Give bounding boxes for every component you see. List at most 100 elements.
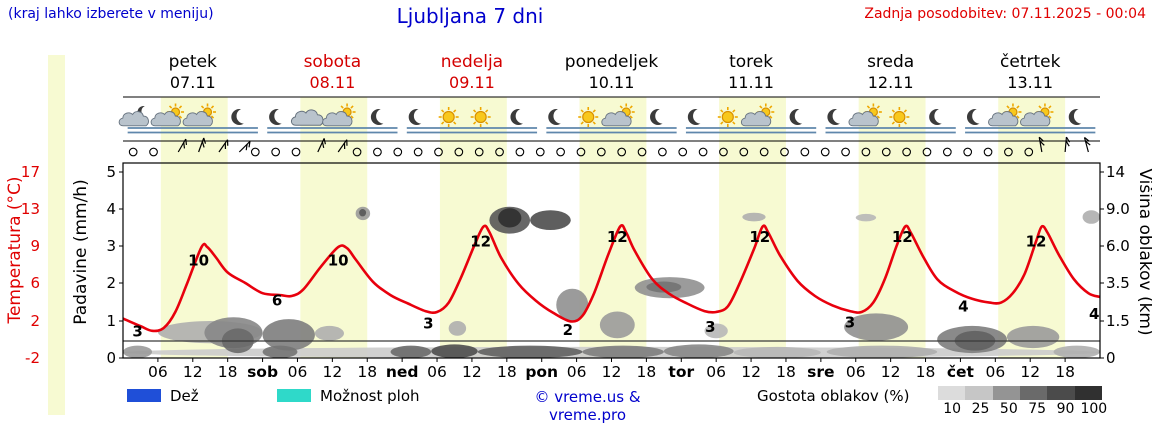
chart-root: 31061031221231231241245432101713962-2149… (5, 52, 1152, 415)
showers-legend-label: Možnost ploh (320, 387, 420, 405)
svg-text:06: 06 (985, 363, 1005, 381)
svg-text:11.11: 11.11 (728, 73, 774, 92)
svg-text:10: 10 (188, 251, 209, 269)
svg-text:08.11: 08.11 (309, 73, 355, 92)
svg-text:petek: petek (169, 52, 217, 72)
showers-legend-swatch (277, 389, 311, 402)
svg-text:12: 12 (1026, 233, 1047, 251)
svg-text:13.11: 13.11 (1007, 73, 1053, 92)
svg-text:18: 18 (357, 363, 377, 381)
svg-text:14: 14 (1106, 163, 1125, 181)
svg-text:tor: tor (668, 363, 694, 381)
credit-link[interactable]: © vreme.us & vreme.pro (534, 388, 641, 424)
svg-text:sre: sre (807, 363, 834, 381)
svg-text:18: 18 (1055, 363, 1075, 381)
cloud-density-ticks: 10 25 50 75 90 100 (943, 401, 1108, 417)
svg-text:12.11: 12.11 (868, 73, 914, 92)
svg-text:4: 4 (1089, 305, 1099, 323)
svg-text:Višina oblakov (km): Višina oblakov (km) (1135, 168, 1152, 335)
svg-text:18: 18 (637, 363, 657, 381)
location-hint: (kraj lahko izberete v meniju) (8, 6, 214, 22)
svg-text:06: 06 (427, 363, 447, 381)
rain-legend-label: Dež (170, 387, 199, 405)
svg-text:nedelja: nedelja (441, 52, 503, 72)
svg-text:6: 6 (272, 292, 282, 310)
last-updated: Zadnja posodobitev: 07.11.2025 - 00:04 (864, 6, 1146, 22)
svg-text:12: 12 (470, 233, 491, 251)
svg-text:pon: pon (525, 363, 558, 381)
svg-text:čet: čet (947, 363, 975, 381)
svg-text:18: 18 (776, 363, 796, 381)
svg-text:13: 13 (21, 200, 40, 218)
svg-text:0: 0 (1106, 349, 1116, 367)
svg-text:12: 12 (892, 228, 913, 246)
temperature-curve (123, 223, 1100, 333)
svg-text:10: 10 (328, 251, 349, 269)
svg-text:Padavine (mm/h): Padavine (mm/h) (71, 179, 91, 324)
svg-text:ned: ned (386, 363, 419, 381)
svg-text:sob: sob (247, 363, 278, 381)
svg-text:09.11: 09.11 (449, 73, 495, 92)
weather-icons (118, 103, 1090, 127)
svg-text:07.11: 07.11 (170, 73, 216, 92)
axis-ticks: 5432101713962-2149.06.03.51.50Temperatur… (5, 163, 1152, 367)
svg-text:2: 2 (30, 312, 40, 330)
svg-text:0: 0 (106, 349, 116, 367)
svg-text:5: 5 (106, 163, 116, 181)
svg-text:12: 12 (881, 363, 901, 381)
svg-text:torek: torek (729, 52, 773, 72)
svg-text:3: 3 (106, 237, 116, 255)
svg-text:sobota: sobota (304, 52, 362, 72)
page-title: Ljubljana 7 dni (396, 4, 544, 28)
svg-text:18: 18 (916, 363, 936, 381)
svg-text:06: 06 (846, 363, 866, 381)
temperature-labels: 3 10 6 10 3 12 2 12 3 12 3 12 4 12 4 (132, 228, 1099, 341)
svg-text:12: 12 (607, 228, 628, 246)
svg-text:18: 18 (218, 363, 238, 381)
svg-text:4: 4 (106, 200, 116, 218)
svg-text:9.0: 9.0 (1106, 200, 1130, 218)
svg-text:12: 12 (602, 363, 622, 381)
svg-text:2: 2 (106, 274, 116, 292)
x-axis-labels: 06 12 18 sob 06 12 18 ned 06 12 18 pon 06 12 18 tor 06 12… (148, 358, 1075, 381)
svg-text:06: 06 (148, 363, 168, 381)
svg-text:sreda: sreda (867, 52, 914, 72)
svg-text:10.11: 10.11 (589, 73, 635, 92)
rain-legend-swatch (127, 389, 161, 402)
svg-text:17: 17 (21, 163, 40, 181)
svg-text:9: 9 (30, 237, 40, 255)
svg-text:3: 3 (132, 323, 142, 341)
svg-text:06: 06 (288, 363, 308, 381)
svg-text:12: 12 (183, 363, 203, 381)
svg-text:3: 3 (423, 314, 433, 332)
svg-text:6: 6 (30, 274, 40, 292)
svg-text:12: 12 (1020, 363, 1040, 381)
cloud-density-scale (938, 386, 1102, 400)
fog-lines (127, 127, 1096, 134)
svg-text:4: 4 (958, 297, 968, 315)
svg-text:-2: -2 (25, 349, 40, 367)
cloud-layer (123, 206, 1100, 358)
svg-text:2: 2 (563, 321, 573, 339)
svg-text:četrtek: četrtek (1000, 52, 1061, 72)
svg-text:1.5: 1.5 (1106, 312, 1130, 330)
svg-text:12: 12 (749, 228, 770, 246)
svg-text:ponedeljek: ponedeljek (565, 52, 659, 72)
svg-text:06: 06 (706, 363, 726, 381)
svg-text:12: 12 (462, 363, 482, 381)
svg-text:3: 3 (845, 313, 855, 331)
svg-text:1: 1 (106, 312, 116, 330)
svg-text:3: 3 (705, 318, 715, 336)
svg-text:6.0: 6.0 (1106, 237, 1130, 255)
svg-text:12: 12 (741, 363, 761, 381)
wind-row (128, 136, 1091, 157)
svg-text:3.5: 3.5 (1106, 274, 1130, 292)
svg-text:12: 12 (322, 363, 342, 381)
cloud-density-label: Gostota oblakov (%) (757, 387, 910, 405)
left-strip (48, 55, 65, 415)
svg-text:Temperatura (°C): Temperatura (°C) (5, 176, 25, 324)
svg-text:18: 18 (497, 363, 517, 381)
